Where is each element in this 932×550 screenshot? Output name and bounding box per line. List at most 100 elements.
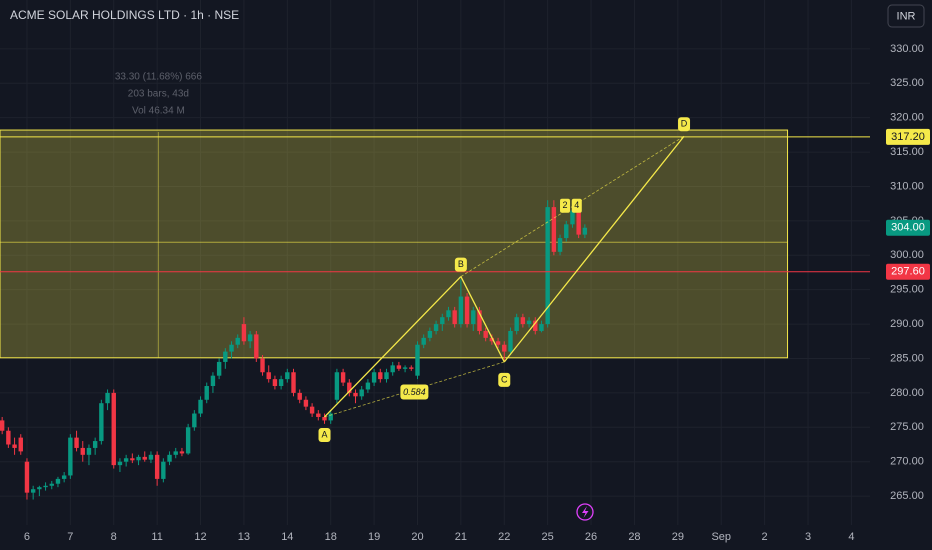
- zone: [0, 129, 789, 359]
- candle: [371, 368, 377, 387]
- point-label: C: [501, 374, 508, 384]
- candle-body: [136, 456, 141, 461]
- marker-label: 4: [574, 200, 579, 210]
- candle: [415, 341, 420, 380]
- candle-body: [415, 344, 420, 376]
- x-tick-label: 21: [455, 531, 467, 543]
- candle: [359, 386, 364, 400]
- candle: [49, 480, 54, 490]
- candle-body: [86, 447, 92, 455]
- candle-body: [539, 324, 544, 331]
- x-tick-label: 6: [24, 531, 30, 543]
- candle: [229, 341, 234, 359]
- candle-body: [229, 344, 234, 352]
- candle-body: [74, 437, 79, 448]
- chart-title: ACME SOLAR HOLDINGS LTD · 1h · NSE: [10, 8, 239, 22]
- candle: [334, 368, 340, 404]
- pattern-leg: [460, 276, 505, 363]
- candle-body: [464, 296, 470, 325]
- candle-body: [216, 361, 222, 376]
- measure-text: 33.30 (11.68%) 666: [115, 72, 203, 83]
- price-label: 317.20: [891, 131, 925, 143]
- candle-body: [12, 444, 17, 448]
- candle: [396, 361, 402, 371]
- candle: [452, 306, 457, 328]
- candle: [309, 403, 315, 417]
- x-tick-label: 7: [67, 531, 73, 543]
- candle: [37, 485, 42, 497]
- candle: [390, 361, 395, 376]
- candle-body: [520, 317, 526, 325]
- candle: [99, 399, 104, 445]
- candle-body: [192, 413, 197, 428]
- candle-body: [260, 358, 265, 373]
- x-tick-label: Sep: [711, 531, 731, 543]
- candle: [278, 375, 284, 390]
- y-tick-label: 310.00: [890, 180, 924, 192]
- candle-body: [514, 317, 519, 331]
- candle: [12, 437, 17, 455]
- candle-body: [167, 454, 172, 462]
- candle-body: [328, 413, 333, 421]
- candle: [185, 423, 191, 455]
- candle-body: [247, 334, 253, 342]
- candle: [105, 389, 110, 411]
- lightning-icon[interactable]: [576, 503, 594, 521]
- candle-body: [477, 310, 482, 331]
- candle-body: [384, 372, 389, 380]
- marker-box: [571, 198, 582, 213]
- candle-body: [43, 485, 48, 488]
- x-tick-label: 18: [325, 531, 337, 543]
- candle: [526, 317, 532, 328]
- currency-label[interactable]: INR: [897, 10, 916, 22]
- candle-body: [37, 487, 42, 490]
- candle: [216, 358, 222, 380]
- pattern-diagonal: [324, 361, 505, 418]
- candle: [347, 379, 352, 397]
- candle: [223, 348, 228, 369]
- candle: [192, 410, 197, 431]
- y-tick-label: 330.00: [890, 43, 924, 55]
- candle: [440, 313, 445, 331]
- candle-body: [241, 324, 247, 342]
- candle: [409, 365, 414, 371]
- candle-body: [49, 483, 54, 486]
- candle: [136, 454, 141, 466]
- x-tick-label: 2: [762, 531, 768, 543]
- candle: [260, 355, 265, 376]
- x-tick-label: 26: [585, 531, 597, 543]
- point-box: [318, 427, 331, 442]
- candle: [365, 379, 371, 393]
- candle-body: [533, 320, 538, 331]
- candle-body: [297, 392, 302, 400]
- candle-body: [564, 224, 569, 239]
- point-box: [678, 117, 691, 132]
- price-label: 304.00: [891, 222, 925, 234]
- measure-text: 203 bars, 43d: [128, 89, 189, 100]
- y-tick-label: 290.00: [890, 318, 924, 330]
- candle-body: [309, 406, 315, 414]
- candle: [148, 451, 154, 464]
- candle-body: [254, 334, 259, 359]
- candle: [210, 372, 216, 393]
- candle: [495, 337, 501, 349]
- candle: [235, 334, 240, 349]
- candle: [421, 334, 426, 349]
- y-tick-label: 325.00: [890, 77, 924, 89]
- candle: [167, 451, 172, 466]
- candle: [142, 451, 147, 462]
- candle-body: [303, 399, 309, 407]
- candle: [483, 327, 488, 342]
- price-label-box: [886, 263, 930, 280]
- candle: [316, 410, 321, 421]
- candle: [92, 437, 98, 455]
- candle-body: [266, 372, 271, 380]
- candle: [433, 320, 439, 335]
- candle-body: [61, 475, 67, 479]
- candle: [285, 368, 290, 383]
- ratio-label: 0.584: [403, 387, 426, 397]
- currency-button[interactable]: [887, 4, 925, 28]
- x-tick-label: 22: [498, 531, 510, 543]
- candle-body: [99, 403, 104, 442]
